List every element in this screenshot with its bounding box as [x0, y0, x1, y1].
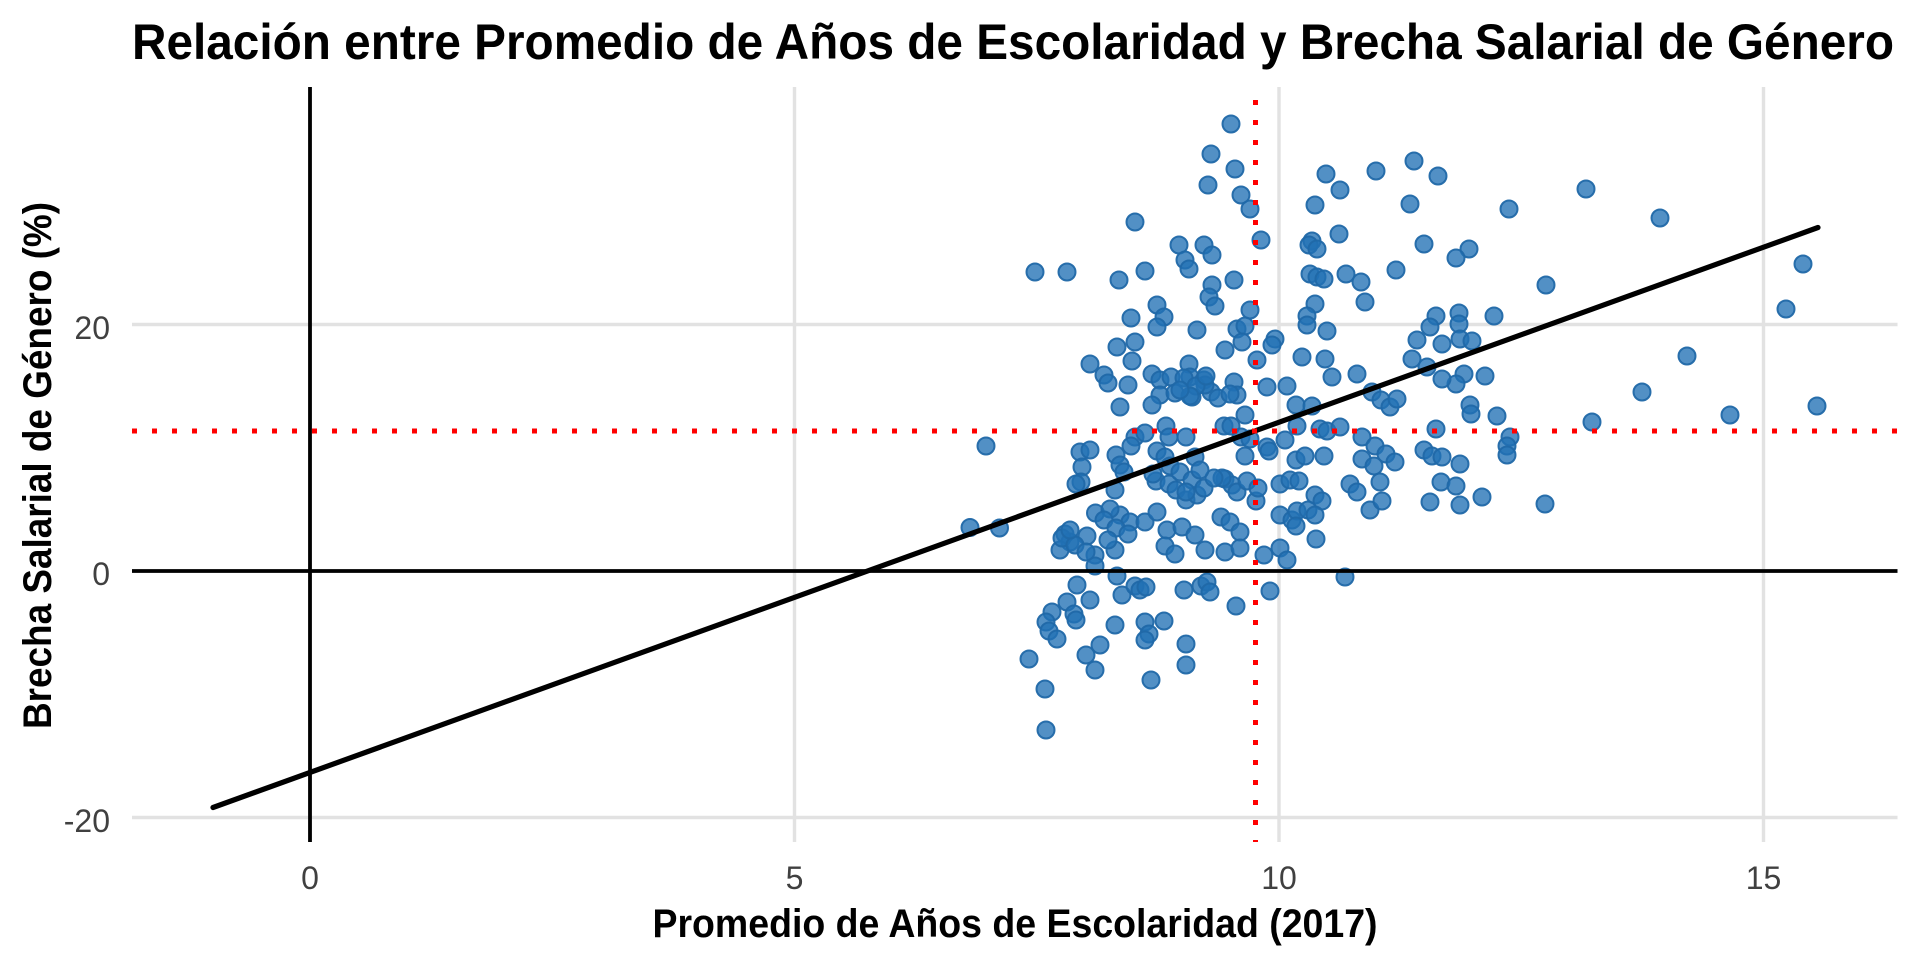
svg-text:15: 15 — [1746, 860, 1782, 896]
svg-text:Promedio de Años de Escolarida: Promedio de Años de Escolaridad (2017) — [653, 902, 1378, 946]
svg-text:-20: -20 — [64, 803, 110, 839]
svg-text:5: 5 — [786, 860, 804, 896]
svg-text:Brecha Salarial de Género (%): Brecha Salarial de Género (%) — [16, 202, 60, 729]
svg-text:20: 20 — [74, 310, 110, 346]
svg-text:10: 10 — [1261, 860, 1297, 896]
svg-text:0: 0 — [92, 556, 110, 592]
svg-text:0: 0 — [301, 860, 319, 896]
svg-text:Relación entre Promedio de Año: Relación entre Promedio de Años de Escol… — [132, 14, 1894, 70]
